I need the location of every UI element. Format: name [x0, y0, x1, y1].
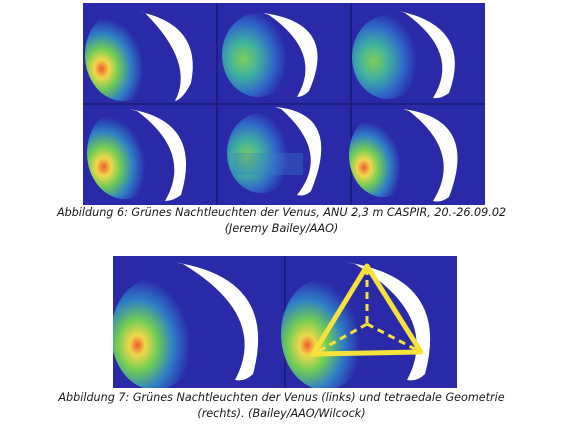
panel-right	[281, 262, 431, 388]
figure-7-image	[113, 256, 457, 388]
panel-1	[85, 9, 193, 101]
figure-7-caption: Abbildung 7: Grünes Nachtleuchten der Ve…	[0, 390, 563, 422]
figure-6-caption-line-2: (Jeremy Bailey/AAO)	[224, 222, 339, 235]
figure-6-image	[83, 3, 485, 205]
venus-nightglow-panels	[83, 3, 485, 205]
panel-left	[113, 262, 259, 388]
figure-6-caption: Abbildung 6: Grünes Nachtleuchten der Ve…	[0, 205, 563, 237]
panel-6	[349, 109, 458, 202]
panel-4	[87, 107, 187, 201]
panel-2	[222, 13, 318, 97]
figure-7-caption-line-1: Abbildung 7: Grünes Nachtleuchten der Ve…	[58, 391, 505, 404]
tetrahedron-overlay	[310, 263, 424, 357]
panel-5	[227, 107, 322, 196]
venus-tetrahedral-panels	[113, 256, 457, 388]
panel-3	[352, 11, 455, 99]
figure-7-caption-line-2: (rechts). (Bailey/AAO/Wilcock)	[197, 407, 366, 420]
figure-6-caption-line-1: Abbildung 6: Grünes Nachtleuchten der Ve…	[56, 206, 507, 219]
